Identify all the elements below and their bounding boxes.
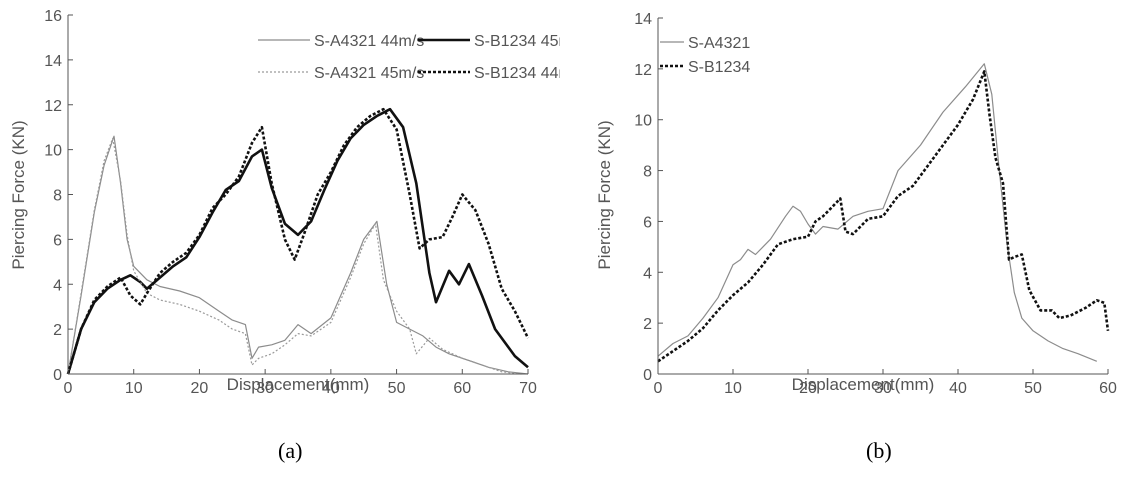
b-y-tick-label: 14 — [634, 11, 652, 28]
b-series-line-2 — [657, 70, 1110, 363]
b-x-tick-label: 0 — [654, 380, 663, 397]
caption-b: (b) — [866, 438, 892, 463]
a-x-tick-label: 70 — [519, 380, 537, 397]
b-series-line-1 — [657, 63, 1098, 362]
b-y-tick-label: 6 — [643, 214, 652, 231]
b-y-tick-label: 0 — [643, 367, 652, 384]
b-y-tick-label: 8 — [643, 164, 652, 181]
chart-b-xlabel: Displacement(mm) — [792, 375, 935, 394]
a-x-tick-label: 10 — [125, 380, 143, 397]
a-legend-label-1: S-A4321 44m/s — [314, 33, 424, 50]
a-y-tick-label: 12 — [44, 98, 62, 115]
a-legend-label-2: S-B1234 45m/s — [474, 33, 560, 50]
a-series-line-4 — [66, 107, 530, 375]
a-y-tick-label: 6 — [53, 232, 62, 249]
b-y-tick-label: 2 — [643, 316, 652, 333]
a-x-tick-label: 30 — [256, 380, 274, 397]
a-series-line-1 — [67, 135, 529, 375]
a-x-tick-label: 0 — [64, 380, 73, 397]
a-y-tick-label: 16 — [44, 8, 62, 25]
a-x-tick-label: 40 — [322, 380, 340, 397]
chart-a: 0 10 20 30 40 50 60 70 0 2 4 6 8 10 12 14 16 S-A4321 44m… — [9, 8, 560, 397]
a-y-tick-label: 0 — [53, 367, 62, 384]
b-y-tick-label: 10 — [634, 113, 652, 130]
b-x-tick-label: 40 — [949, 380, 967, 397]
a-y-tick-label: 2 — [53, 322, 62, 339]
b-y-tick-label: 12 — [634, 62, 652, 79]
b-x-tick-label: 50 — [1024, 380, 1042, 397]
a-legend-label-3: S-A4321 45m/s — [314, 65, 424, 82]
b-y-tick-label: 4 — [643, 265, 652, 282]
a-y-tick-label: 8 — [53, 188, 62, 205]
chart-a-ylabel: Piercing Force (KN) — [9, 120, 28, 269]
chart-a-xlabel: Displacement(mm) — [227, 375, 370, 394]
b-legend-label-1: S-A4321 — [688, 35, 750, 52]
b-x-tick-label: 60 — [1099, 380, 1117, 397]
a-x-tick-label: 60 — [453, 380, 471, 397]
chart-b-ylabel: Piercing Force (KN) — [595, 120, 614, 269]
caption-a: (a) — [278, 438, 303, 463]
b-x-tick-label: 20 — [799, 380, 817, 397]
b-x-tick-label: 10 — [724, 380, 742, 397]
a-x-tick-label: 50 — [388, 380, 406, 397]
b-x-tick-label: 30 — [874, 380, 892, 397]
a-x-tick-label: 20 — [191, 380, 209, 397]
a-legend-label-4: S-B1234 44m/s — [474, 65, 560, 82]
b-legend-label-2: S-B1234 — [688, 59, 750, 76]
a-y-tick-label: 4 — [53, 277, 62, 294]
a-series-line-2 — [66, 107, 529, 375]
a-y-tick-label: 10 — [44, 143, 62, 160]
a-y-tick-label: 14 — [44, 53, 62, 70]
